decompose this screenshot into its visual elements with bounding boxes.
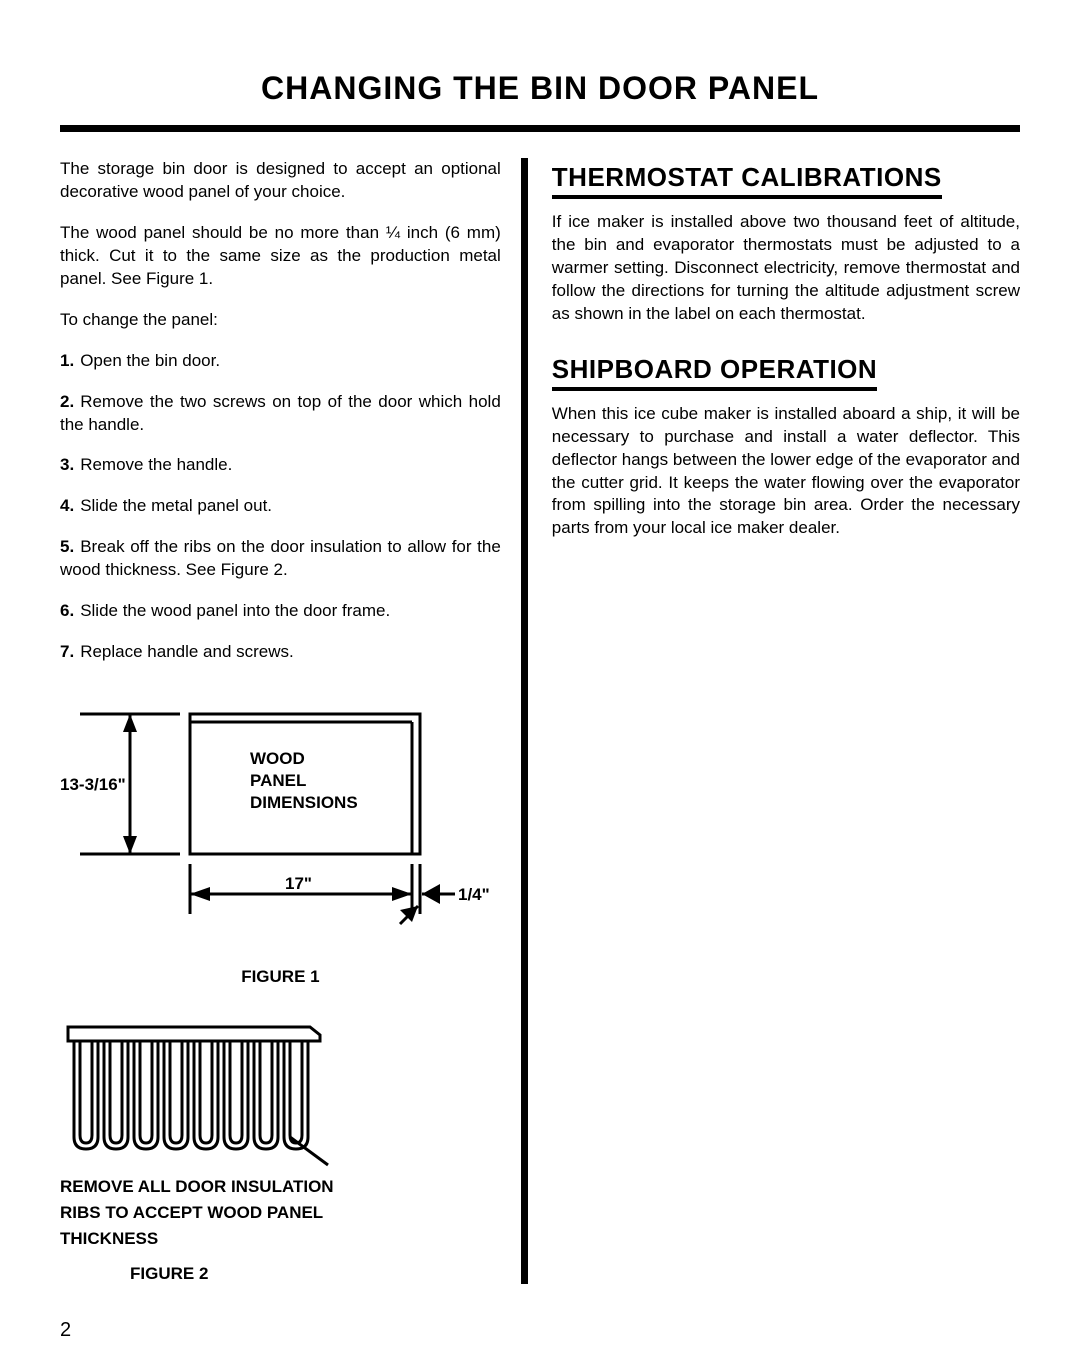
- step-text: Remove the two screws on top of the door…: [60, 392, 501, 434]
- figure-2-svg: [60, 1017, 360, 1167]
- intro-paragraph-2: The wood panel should be no more than ¼ …: [60, 222, 501, 291]
- horizontal-rule: [60, 125, 1020, 132]
- left-column: The storage bin door is designed to acce…: [60, 158, 521, 1284]
- page-number: 2: [60, 1319, 71, 1342]
- step-5: 5.Break off the ribs on the door insulat…: [60, 536, 501, 582]
- figure-1: 13-3/16" WOOD PANEL DIMENSIONS: [60, 694, 501, 987]
- section-title-shipboard: SHIPBOARD OPERATION: [552, 354, 877, 391]
- figure-2: REMOVE ALL DOOR INSULATION RIBS TO ACCEP…: [60, 1017, 501, 1284]
- fig1-height-dim: 13-3/16": [60, 775, 126, 794]
- step-text: Break off the ribs on the door insulatio…: [60, 537, 501, 579]
- fig1-panel-label-1: WOOD: [250, 749, 305, 768]
- step-text: Open the bin door.: [80, 351, 220, 370]
- figure-2-label-1: REMOVE ALL DOOR INSULATION: [60, 1176, 501, 1198]
- step-text: Replace handle and screws.: [80, 642, 294, 661]
- step-number: 1.: [60, 351, 74, 370]
- step-text: Slide the wood panel into the door frame…: [80, 601, 390, 620]
- fig1-panel-label-3: DIMENSIONS: [250, 793, 358, 812]
- step-2: 2.Remove the two screws on top of the do…: [60, 391, 501, 437]
- fig1-thickness-dim: 1/4": [458, 885, 490, 904]
- figure-2-label-2: RIBS TO ACCEPT WOOD PANEL: [60, 1202, 501, 1224]
- step-6: 6. Slide the wood panel into the door fra…: [60, 600, 501, 623]
- columns: The storage bin door is designed to acce…: [60, 158, 1020, 1284]
- fig1-panel-label-2: PANEL: [250, 771, 306, 790]
- step-number: 3.: [60, 455, 74, 474]
- step-1: 1. Open the bin door.: [60, 350, 501, 373]
- step-text: Remove the handle.: [80, 455, 232, 474]
- section-title-thermostat: THERMOSTAT CALIBRATIONS: [552, 162, 942, 199]
- change-panel-lead: To change the panel:: [60, 309, 501, 332]
- step-number: 4.: [60, 496, 74, 515]
- fig1-width-dim: 17": [285, 874, 312, 893]
- step-text: Slide the metal panel out.: [80, 496, 272, 515]
- step-number: 2.: [60, 392, 74, 411]
- step-number: 6.: [60, 601, 74, 620]
- thermostat-body: If ice maker is installed above two thou…: [552, 211, 1020, 326]
- step-3: 3. Remove the handle.: [60, 454, 501, 477]
- figure-1-svg: 13-3/16" WOOD PANEL DIMENSIONS: [60, 694, 500, 954]
- step-4: 4. Slide the metal panel out.: [60, 495, 501, 518]
- page: CHANGING THE BIN DOOR PANEL The storage …: [0, 0, 1080, 1366]
- figure-2-label-3: THICKNESS: [60, 1228, 501, 1250]
- step-number: 7.: [60, 642, 74, 661]
- intro-paragraph-1: The storage bin door is designed to acce…: [60, 158, 501, 204]
- shipboard-body: When this ice cube maker is installed ab…: [552, 403, 1020, 541]
- step-7: 7. Replace handle and screws.: [60, 641, 501, 664]
- right-column: THERMOSTAT CALIBRATIONS If ice maker is …: [521, 158, 1020, 1284]
- figure-2-caption: FIGURE 2: [60, 1264, 501, 1284]
- figure-1-caption: FIGURE 1: [60, 967, 501, 987]
- main-title: CHANGING THE BIN DOOR PANEL: [60, 70, 1020, 107]
- step-number: 5.: [60, 537, 74, 556]
